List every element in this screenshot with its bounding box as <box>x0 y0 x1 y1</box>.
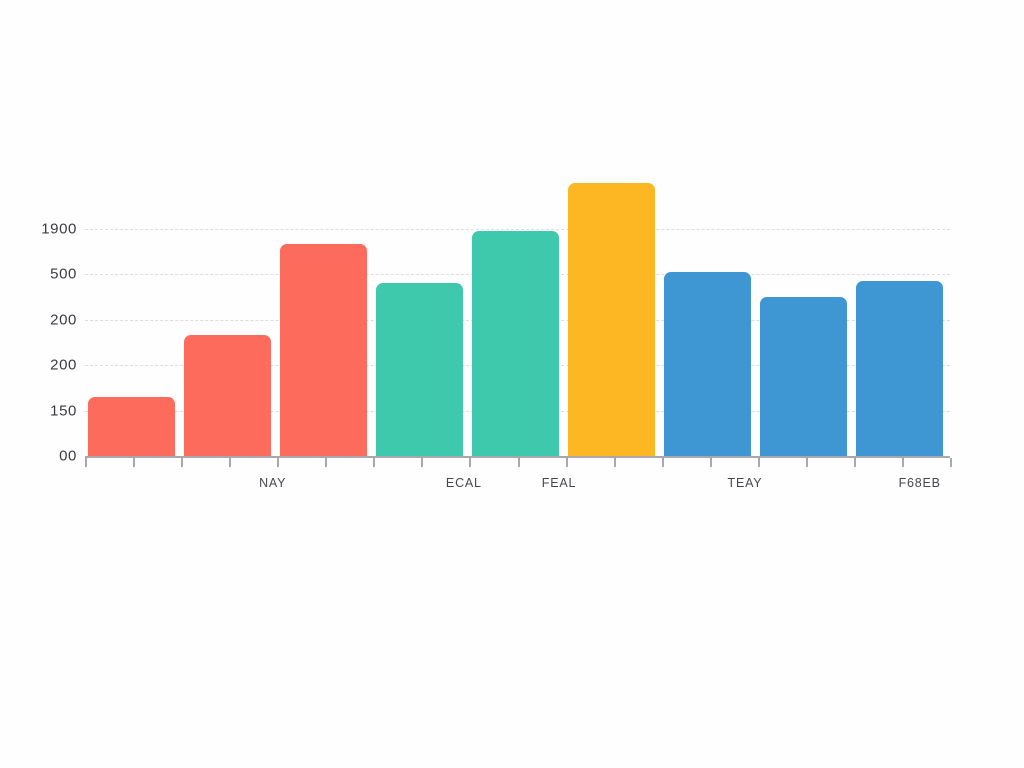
bar <box>184 335 271 456</box>
x-axis-label: F68EB <box>898 476 941 490</box>
bar <box>664 271 751 456</box>
x-tick <box>325 458 328 467</box>
y-tick-label: 200 <box>50 311 77 328</box>
x-tick <box>469 458 472 467</box>
x-tick <box>229 458 232 467</box>
bar <box>376 283 463 456</box>
x-tick <box>709 458 712 467</box>
y-tick-label: 200 <box>50 356 77 374</box>
y-tick-label: 1900 <box>41 220 77 237</box>
x-tick <box>661 458 664 467</box>
x-tick <box>901 458 904 467</box>
y-tick-label: 500 <box>50 265 77 283</box>
x-axis-label: ECAL <box>445 476 482 490</box>
y-baseline-label: 00 <box>59 447 77 465</box>
bar <box>472 230 559 456</box>
x-tick <box>853 458 856 467</box>
x-axis-label: NAY <box>259 476 287 490</box>
bar <box>88 396 175 456</box>
bar <box>280 244 367 456</box>
bar <box>760 296 847 456</box>
x-axis-label: FEAL <box>541 476 577 490</box>
gridline <box>85 228 950 230</box>
x-axis-line <box>85 456 950 458</box>
x-tick <box>805 458 808 467</box>
x-tick <box>133 458 136 467</box>
x-tick <box>517 458 520 467</box>
x-tick <box>757 458 760 467</box>
x-tick <box>565 458 568 467</box>
x-tick <box>613 458 616 467</box>
bar <box>568 183 655 456</box>
x-axis-label: TEAY <box>727 476 763 490</box>
bar <box>856 280 943 456</box>
x-tick <box>85 458 87 467</box>
y-tick-label: 150 <box>50 402 77 419</box>
x-tick <box>181 458 184 467</box>
x-tick <box>950 458 952 467</box>
x-tick <box>421 458 424 467</box>
x-tick <box>373 458 376 467</box>
x-tick <box>277 458 280 467</box>
